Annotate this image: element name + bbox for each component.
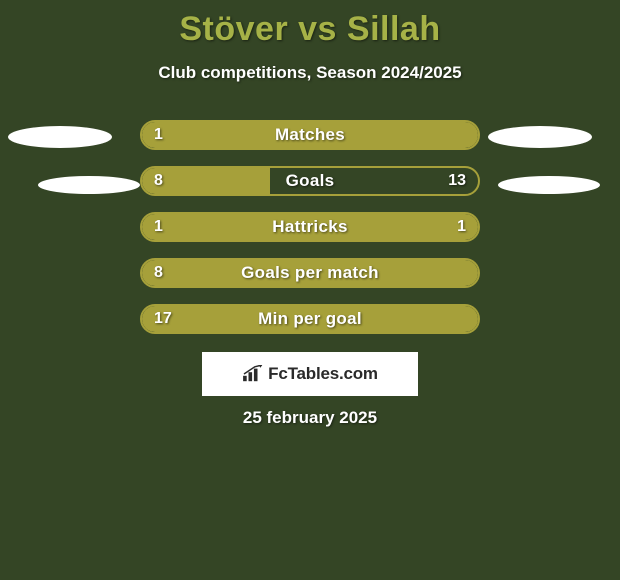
stat-row: 17Min per goal	[0, 304, 620, 334]
comparison-chart: 1Matches 813Goals 11Hattricks 8Goals per ma…	[0, 120, 620, 350]
stat-value-right: 13	[448, 168, 466, 194]
stat-row: 1Matches	[0, 120, 620, 150]
stat-bar: 17Min per goal	[140, 304, 480, 334]
stat-bar-fill	[142, 168, 270, 194]
fctables-logo[interactable]: FcTables.com	[202, 352, 418, 396]
stat-bar-fill	[142, 306, 478, 332]
stat-row: 8Goals per match	[0, 258, 620, 288]
page-title: Stöver vs Sillah	[0, 0, 620, 49]
stat-bar-fill	[142, 122, 478, 148]
stat-bar: 1Matches	[140, 120, 480, 150]
stat-bar: 11Hattricks	[140, 212, 480, 242]
chart-icon	[242, 365, 264, 383]
stat-row: 813Goals	[0, 166, 620, 196]
logo-text: FcTables.com	[268, 364, 378, 384]
stat-row: 11Hattricks	[0, 212, 620, 242]
stat-bar: 813Goals	[140, 166, 480, 196]
stat-bar-fill	[142, 214, 478, 240]
snapshot-date: 25 february 2025	[0, 408, 620, 428]
stat-bar: 8Goals per match	[140, 258, 480, 288]
subtitle: Club competitions, Season 2024/2025	[0, 63, 620, 83]
stat-bar-fill	[142, 260, 478, 286]
